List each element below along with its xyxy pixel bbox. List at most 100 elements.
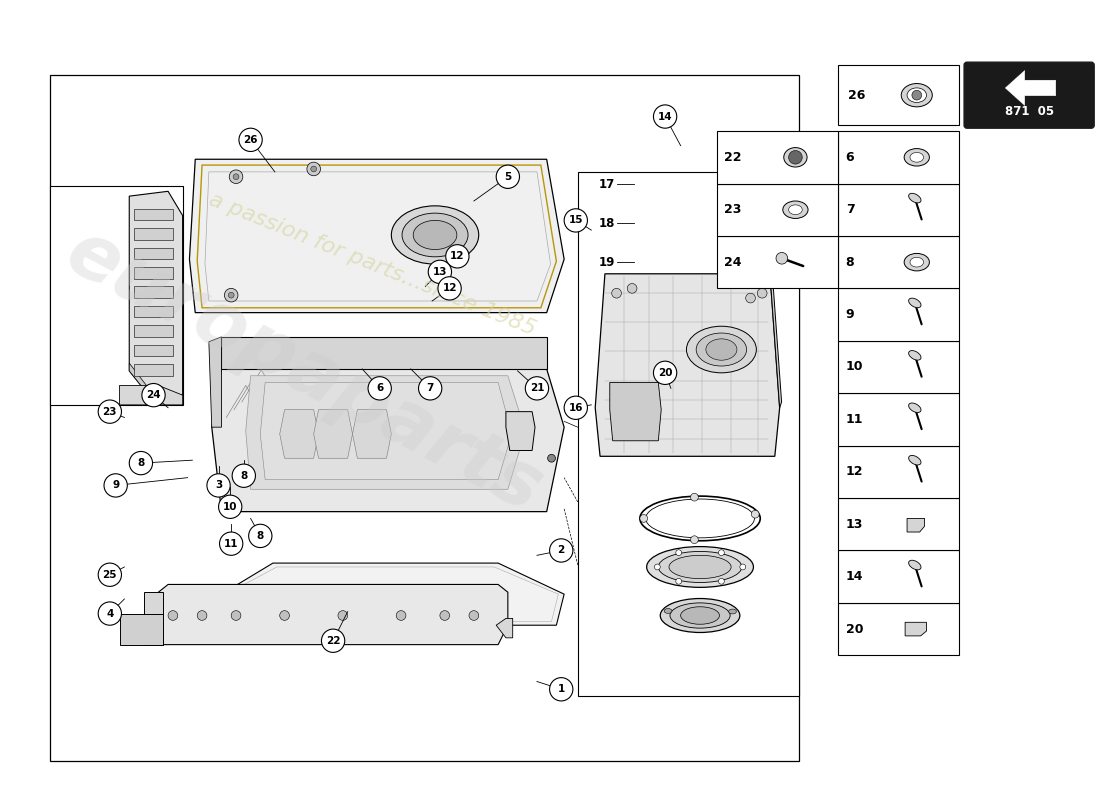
Polygon shape [609, 382, 661, 441]
Ellipse shape [414, 221, 456, 250]
Text: 2: 2 [558, 546, 565, 555]
Bar [716, 131, 838, 183]
Circle shape [279, 610, 289, 620]
Bar [838, 65, 959, 126]
Circle shape [718, 578, 724, 584]
Text: 24: 24 [724, 256, 741, 269]
Circle shape [207, 474, 230, 497]
Circle shape [232, 464, 255, 487]
Text: 4: 4 [106, 609, 113, 618]
Text: a passion for parts...since 1985: a passion for parts...since 1985 [206, 189, 538, 339]
Ellipse shape [909, 455, 921, 465]
Ellipse shape [402, 213, 468, 257]
Ellipse shape [910, 258, 924, 267]
Polygon shape [1005, 70, 1056, 106]
Ellipse shape [658, 551, 741, 582]
Ellipse shape [904, 254, 930, 271]
Bar [134, 209, 173, 221]
Circle shape [129, 451, 153, 474]
Text: 22: 22 [326, 636, 340, 646]
Text: 8: 8 [240, 470, 248, 481]
Text: 3: 3 [214, 481, 222, 490]
Text: 15: 15 [569, 215, 583, 226]
Ellipse shape [789, 205, 802, 214]
Text: 7: 7 [846, 203, 855, 216]
Bar [838, 236, 959, 288]
Circle shape [912, 90, 922, 100]
Circle shape [564, 396, 587, 419]
Circle shape [691, 494, 698, 501]
Polygon shape [595, 274, 780, 456]
Text: 7: 7 [427, 383, 433, 394]
Circle shape [418, 377, 442, 400]
Polygon shape [770, 268, 782, 408]
Ellipse shape [909, 350, 921, 360]
Polygon shape [314, 410, 352, 458]
Polygon shape [506, 412, 535, 450]
Text: 14: 14 [658, 111, 672, 122]
Polygon shape [212, 369, 564, 512]
Text: 14: 14 [846, 570, 864, 583]
Ellipse shape [669, 555, 732, 578]
Text: 13: 13 [432, 267, 447, 277]
Polygon shape [245, 376, 526, 490]
Circle shape [550, 539, 573, 562]
Text: 20: 20 [846, 622, 864, 635]
Bar [134, 306, 173, 318]
Circle shape [220, 532, 243, 555]
Text: 10: 10 [846, 361, 864, 374]
Ellipse shape [664, 609, 672, 614]
Circle shape [757, 288, 767, 298]
Circle shape [627, 283, 637, 294]
Circle shape [311, 166, 317, 172]
Text: 11: 11 [224, 538, 239, 549]
Bar [838, 131, 959, 183]
Text: 10: 10 [223, 502, 238, 512]
Circle shape [548, 454, 556, 462]
Ellipse shape [909, 194, 921, 203]
Circle shape [104, 474, 128, 497]
Circle shape [98, 400, 121, 423]
Bar [578, 172, 799, 696]
Ellipse shape [910, 153, 924, 162]
Circle shape [368, 377, 392, 400]
Text: europaparts: europaparts [54, 214, 554, 527]
Polygon shape [120, 386, 183, 405]
Circle shape [229, 170, 243, 183]
Circle shape [231, 610, 241, 620]
Ellipse shape [909, 403, 921, 413]
Text: 871  05: 871 05 [1004, 105, 1054, 118]
Circle shape [338, 610, 348, 620]
Circle shape [746, 294, 756, 303]
Polygon shape [908, 518, 924, 532]
Text: 9: 9 [112, 481, 119, 490]
Bar [838, 341, 959, 394]
Text: 12: 12 [846, 466, 864, 478]
Circle shape [229, 292, 234, 298]
Polygon shape [221, 337, 547, 369]
Ellipse shape [681, 606, 719, 624]
Circle shape [233, 174, 239, 180]
Ellipse shape [686, 326, 757, 373]
Polygon shape [144, 592, 163, 645]
Circle shape [249, 524, 272, 547]
Text: 8: 8 [138, 458, 144, 468]
Text: 9: 9 [846, 308, 855, 321]
Ellipse shape [696, 333, 747, 366]
Ellipse shape [706, 339, 737, 360]
Text: 25: 25 [102, 570, 117, 580]
Text: 23: 23 [724, 203, 741, 216]
Bar [838, 550, 959, 603]
Text: 6: 6 [376, 383, 383, 394]
Circle shape [505, 178, 510, 185]
Ellipse shape [660, 598, 740, 633]
Polygon shape [352, 410, 392, 458]
Ellipse shape [908, 88, 926, 102]
Circle shape [440, 610, 450, 620]
Circle shape [564, 209, 587, 232]
Circle shape [653, 105, 676, 128]
Bar [50, 74, 799, 761]
Text: 1: 1 [558, 684, 565, 694]
Circle shape [428, 260, 451, 283]
Bar [134, 345, 173, 356]
